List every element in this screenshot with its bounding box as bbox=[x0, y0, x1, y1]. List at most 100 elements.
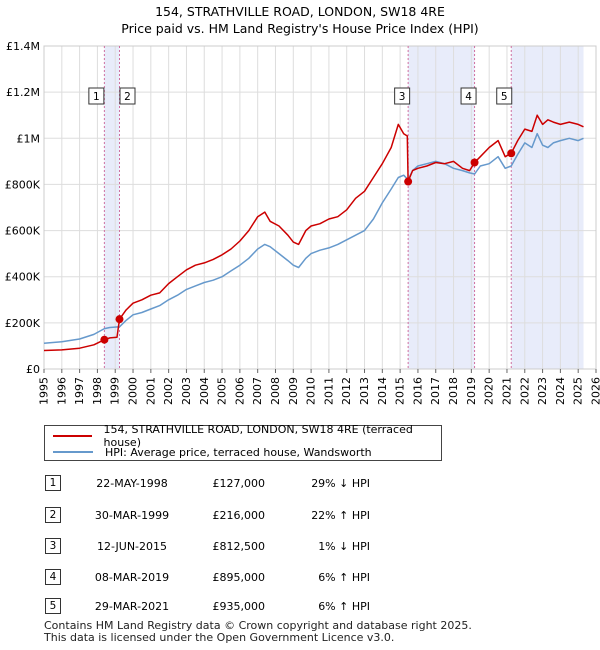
sale-row: 4 08-MAR-2019 £895,000 6% ↑ HPI bbox=[0, 569, 600, 587]
x-tick-label: 2018 bbox=[447, 377, 460, 405]
y-tick-label: £1.4M bbox=[6, 40, 40, 53]
x-tick-label: 2011 bbox=[322, 377, 335, 405]
sale-row: 1 22-MAY-1998 £127,000 29% ↓ HPI bbox=[0, 475, 600, 493]
sale-hpi-diff: 6% ↑ HPI bbox=[318, 600, 370, 613]
x-tick-label: 2026 bbox=[590, 377, 600, 405]
sale-date: 08-MAR-2019 bbox=[94, 571, 170, 584]
sale-hpi-diff: 6% ↑ HPI bbox=[318, 571, 370, 584]
sale-price: £895,000 bbox=[212, 571, 266, 584]
sale-label-box bbox=[460, 87, 477, 105]
y-axis: £0 £200K £400K £600K £800K £1M £1.2M £1.4M bbox=[5, 40, 41, 376]
chart-title: 154, STRATHVILLE ROAD, LONDON, SW18 4RE … bbox=[0, 0, 600, 37]
x-tick-label: 2012 bbox=[340, 377, 353, 405]
x-tick-label: 1999 bbox=[109, 377, 122, 405]
sale-hpi-diff: 29% ↓ HPI bbox=[311, 477, 370, 490]
y-tick-label: £800K bbox=[5, 178, 41, 191]
sale-hpi-diff: 22% ↑ HPI bbox=[311, 509, 370, 522]
x-tick-label: 2025 bbox=[572, 377, 585, 405]
legend-label-hpi: HPI: Average price, terraced house, Wand… bbox=[105, 445, 372, 459]
sale-hpi-diff: 1% ↓ HPI bbox=[318, 540, 370, 553]
x-tick-label: 2000 bbox=[127, 377, 140, 405]
x-tick-label: 2013 bbox=[358, 377, 371, 405]
sale-point bbox=[404, 177, 413, 186]
x-tick-label: 2009 bbox=[287, 377, 300, 405]
sale-label-number: 5 bbox=[501, 91, 508, 103]
shaded-period bbox=[511, 46, 584, 369]
legend-item-hpi: HPI: Average price, terraced house, Wand… bbox=[53, 444, 372, 460]
x-tick-label: 2002 bbox=[162, 377, 175, 405]
series-lines bbox=[43, 114, 584, 352]
sale-points bbox=[100, 149, 516, 344]
x-tick-label: 1997 bbox=[73, 377, 86, 405]
x-tick-label: 2006 bbox=[233, 377, 246, 405]
property-line bbox=[43, 114, 584, 352]
x-axis: 1995 1996 1997 1998 1999 2000 2001 2002 2003 2004… bbox=[38, 369, 600, 405]
x-tick-label: 2023 bbox=[536, 377, 549, 405]
x-tick-label: 2004 bbox=[198, 377, 211, 405]
title-line-1: 154, STRATHVILLE ROAD, LONDON, SW18 4RE bbox=[155, 4, 445, 19]
sale-date: 12-JUN-2015 bbox=[96, 540, 168, 553]
sale-date: 30-MAR-1999 bbox=[94, 509, 170, 522]
y-tick-label: £1M bbox=[17, 132, 41, 145]
x-tick-label: 2010 bbox=[305, 377, 318, 405]
sale-label-box bbox=[394, 87, 411, 105]
footer-licence: This data is licensed under the Open Gov… bbox=[44, 631, 395, 644]
sale-label-box bbox=[88, 87, 105, 105]
sale-row: 3 12-JUN-2015 £812,500 1% ↓ HPI bbox=[0, 538, 600, 556]
x-tick-label: 2005 bbox=[216, 377, 229, 405]
price-chart: 1 2 3 4 5 £0 £200K £400K £600K £800K £1M £1.2M £1.4… bbox=[5, 40, 600, 405]
sale-date: 29-MAR-2021 bbox=[94, 600, 170, 613]
sale-label-number: 1 bbox=[93, 91, 100, 103]
y-tick-label: £600K bbox=[5, 225, 41, 238]
sale-label-box bbox=[496, 87, 513, 105]
sale-point bbox=[115, 315, 124, 324]
y-tick-label: £400K bbox=[5, 271, 41, 284]
x-tick-label: 1998 bbox=[91, 377, 104, 405]
shaded-periods bbox=[104, 46, 584, 369]
grid-lines bbox=[43, 45, 597, 370]
x-tick-label: 2008 bbox=[269, 377, 282, 405]
x-tick-label: 2020 bbox=[483, 377, 496, 405]
y-tick-label: £1.2M bbox=[6, 86, 40, 99]
sale-price: £812,500 bbox=[212, 540, 266, 553]
legend: 154, STRATHVILLE ROAD, LONDON, SW18 4RE … bbox=[44, 423, 442, 461]
sale-price: £216,000 bbox=[212, 509, 266, 522]
x-tick-label: 2016 bbox=[411, 377, 424, 405]
x-tick-label: 1996 bbox=[55, 377, 68, 405]
sale-label-number: 2 bbox=[124, 91, 131, 103]
title-line-2: Price paid vs. HM Land Registry's House … bbox=[121, 21, 479, 36]
x-tick-label: 2017 bbox=[429, 377, 442, 405]
sale-point bbox=[100, 335, 109, 344]
x-tick-label: 2015 bbox=[394, 377, 407, 405]
x-tick-label: 2014 bbox=[376, 377, 389, 405]
x-tick-label: 2003 bbox=[180, 377, 193, 405]
hpi-line bbox=[43, 132, 584, 344]
x-tick-label: 2001 bbox=[144, 377, 157, 405]
legend-swatch-hpi bbox=[53, 451, 93, 453]
sale-row: 2 30-MAR-1999 £216,000 22% ↑ HPI bbox=[0, 507, 600, 525]
x-tick-label: 1995 bbox=[38, 377, 51, 405]
sale-number: 3 bbox=[45, 538, 61, 554]
legend-item-property: 154, STRATHVILLE ROAD, LONDON, SW18 4RE … bbox=[53, 423, 441, 449]
sale-label-box bbox=[119, 87, 136, 105]
x-tick-label: 2007 bbox=[251, 377, 264, 405]
sale-label-number: 4 bbox=[465, 91, 472, 103]
legend-swatch-property bbox=[53, 435, 92, 437]
sale-number: 1 bbox=[45, 475, 61, 491]
sale-row: 5 29-MAR-2021 £935,000 6% ↑ HPI bbox=[0, 598, 600, 616]
plot-frame bbox=[43, 45, 597, 370]
y-tick-label: £0 bbox=[26, 363, 40, 376]
x-tick-label: 2019 bbox=[465, 377, 478, 405]
footer: Contains HM Land Registry data © Crown c… bbox=[44, 620, 472, 644]
sale-number: 4 bbox=[45, 569, 61, 585]
sale-number: 2 bbox=[45, 507, 61, 523]
sale-point bbox=[507, 149, 516, 158]
x-tick-label: 2024 bbox=[554, 377, 567, 405]
legend-label-property: 154, STRATHVILLE ROAD, LONDON, SW18 4RE … bbox=[103, 423, 413, 449]
sale-point bbox=[470, 158, 479, 167]
sale-number: 5 bbox=[45, 598, 61, 614]
sale-date: 22-MAY-1998 bbox=[96, 477, 168, 490]
x-tick-label: 2022 bbox=[518, 377, 531, 405]
sale-price: £935,000 bbox=[212, 600, 266, 613]
sale-label-number: 3 bbox=[399, 91, 406, 103]
